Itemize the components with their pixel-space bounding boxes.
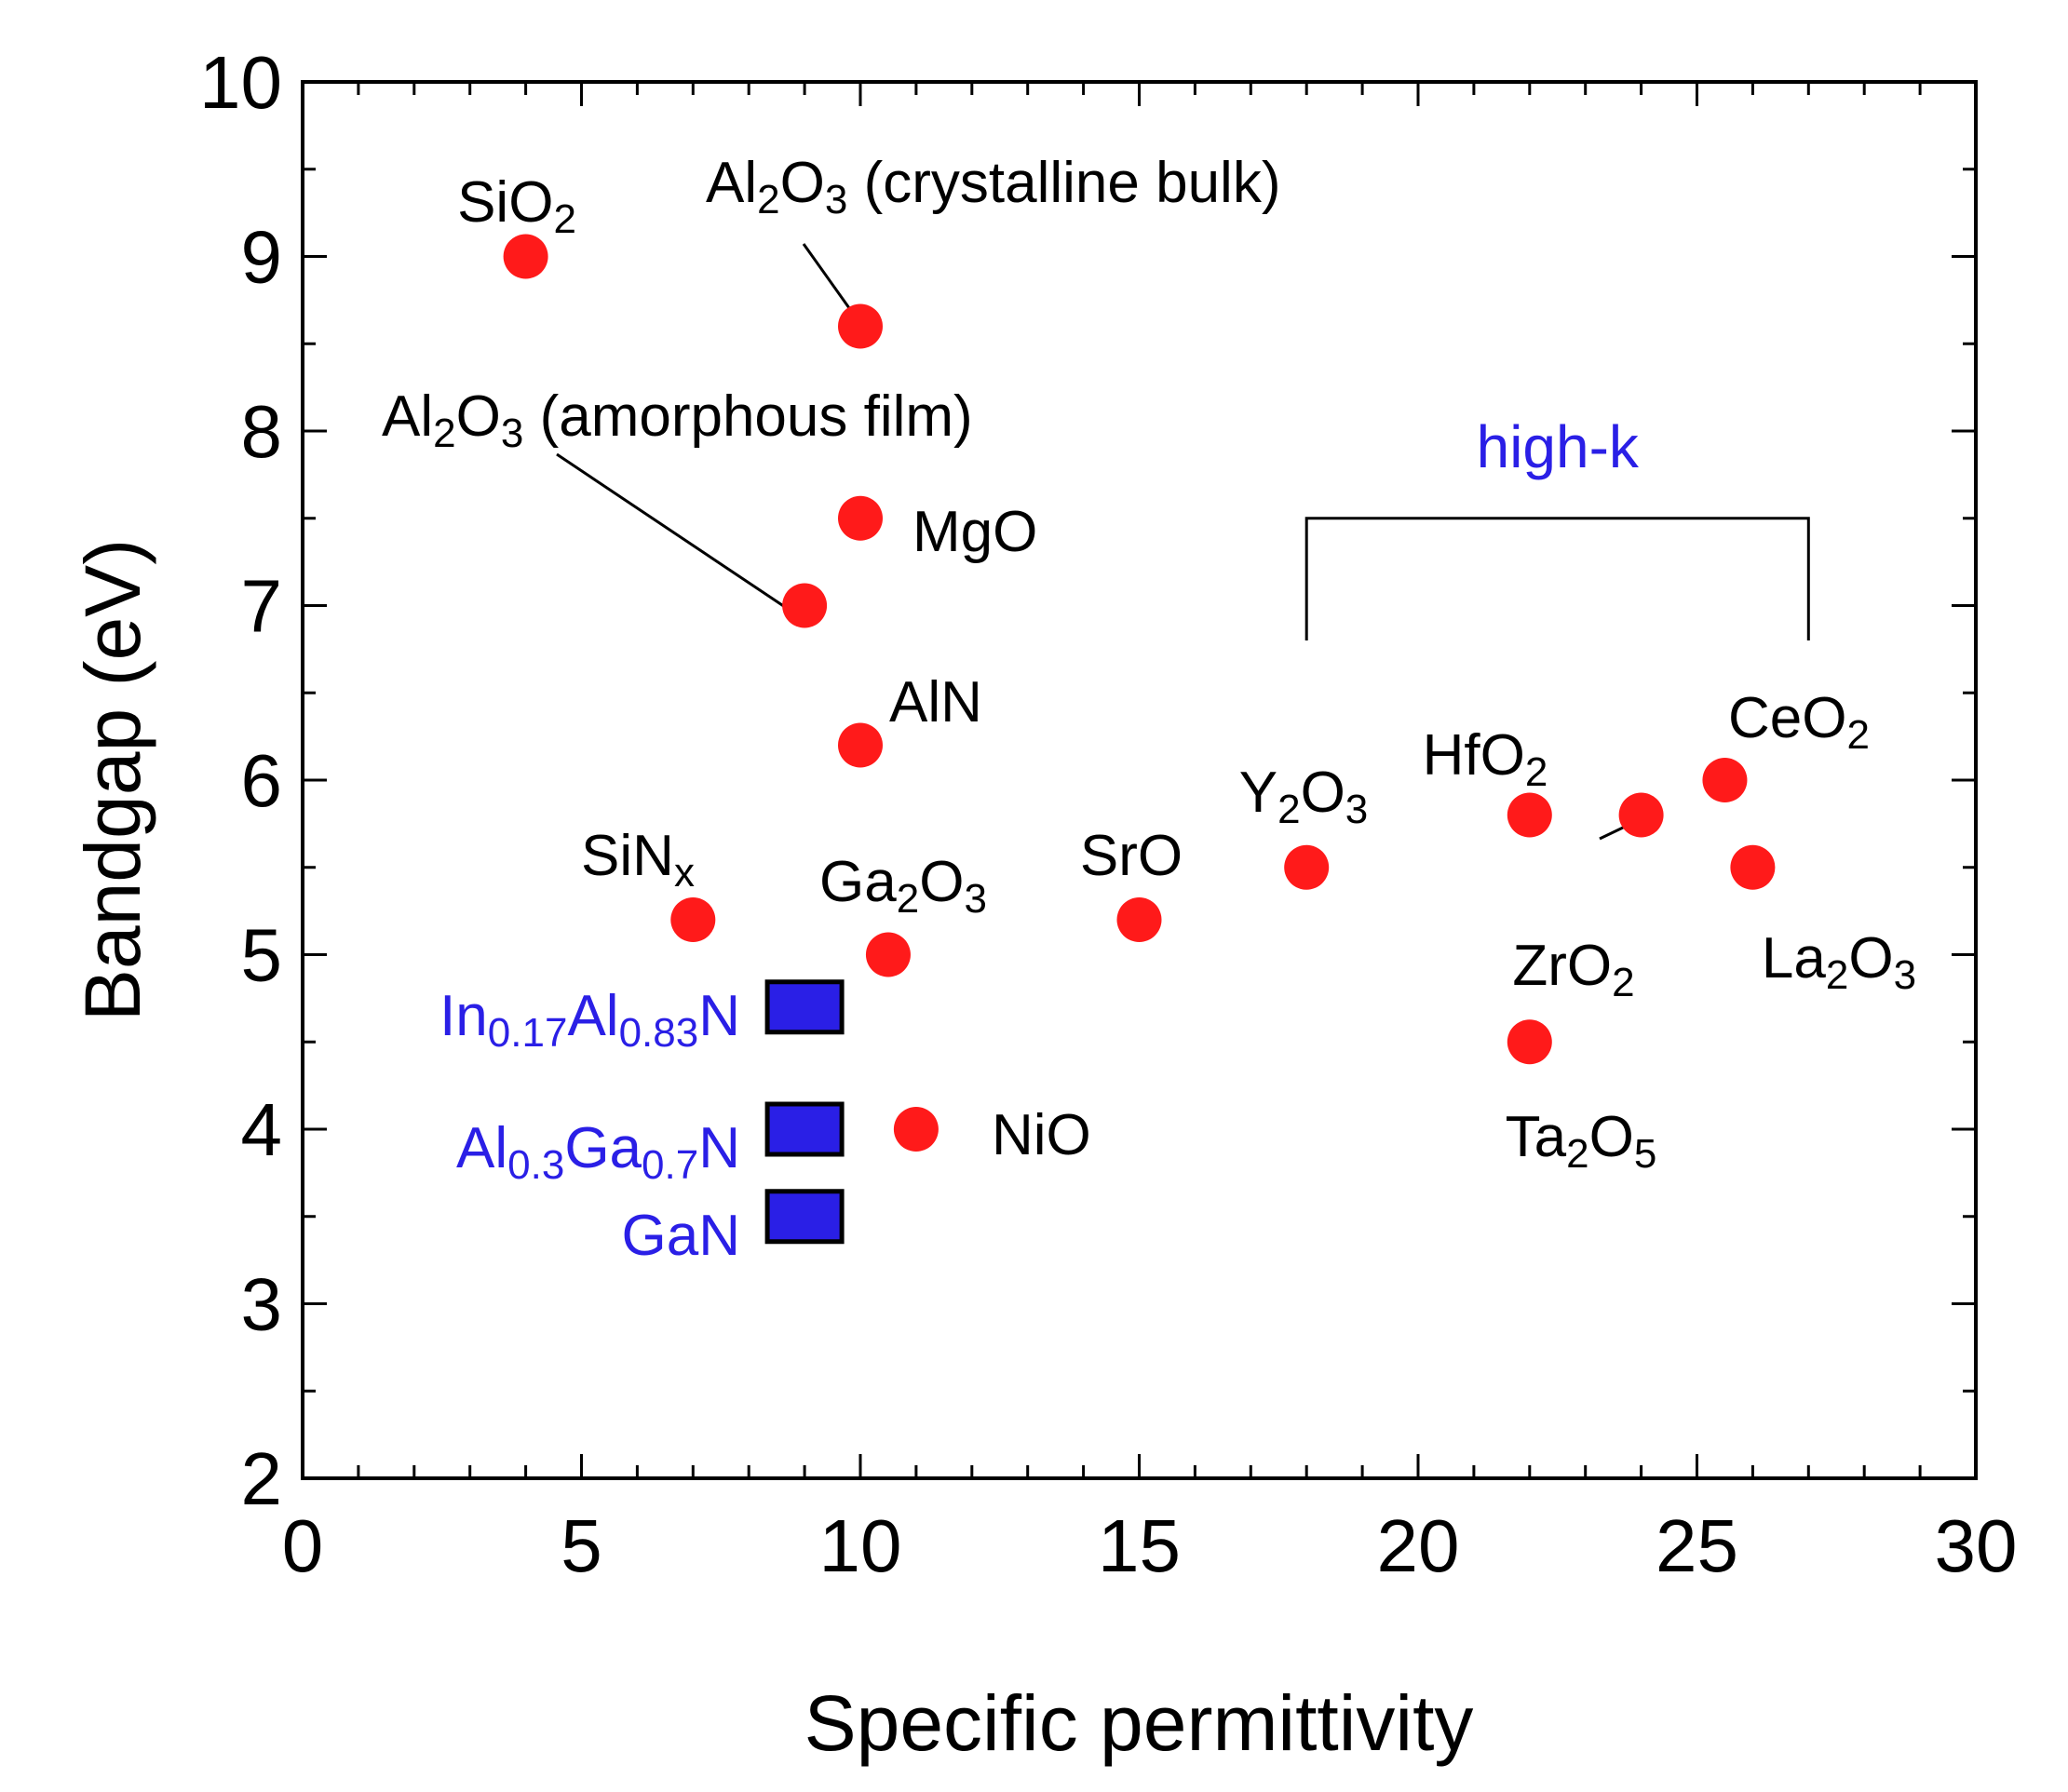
point-label: Al0.3Ga0.7N <box>456 1116 740 1188</box>
y-tick-label: 4 <box>241 1088 283 1171</box>
point-label: GaN <box>622 1204 740 1268</box>
data-point <box>1116 897 1162 942</box>
y-tick-label: 2 <box>241 1437 283 1520</box>
y-tick-label: 5 <box>241 914 283 997</box>
point-label: Ta2O5 <box>1506 1105 1657 1177</box>
point-label: SrO <box>1080 824 1183 888</box>
data-point <box>1702 758 1748 802</box>
x-tick-label: 0 <box>282 1504 324 1587</box>
y-tick-label: 6 <box>241 739 283 822</box>
point-label: La2O3 <box>1762 926 1916 998</box>
point-label: CeO2 <box>1728 686 1870 758</box>
point-label: Al2O3 (crystalline bulk) <box>706 151 1280 222</box>
axis-ticks <box>301 80 1978 1480</box>
high-k-label: high-k <box>1477 413 1640 480</box>
y-tick-label: 9 <box>241 216 283 299</box>
data-point <box>865 932 911 977</box>
x-tick-label: 25 <box>1656 1504 1738 1587</box>
data-point <box>503 234 548 279</box>
data-point <box>838 303 883 349</box>
point-label: HfO2 <box>1423 723 1548 795</box>
y-axis-title: Bandgap (eV) <box>69 539 156 1021</box>
tick-labels: 0 5 10 15 20 25 30 2 3 4 5 6 7 8 9 10 <box>199 41 2017 1587</box>
data-point <box>1730 844 1776 890</box>
y-tick-label: 3 <box>241 1263 283 1346</box>
data-square <box>764 979 845 1035</box>
point-label: Ga2O3 <box>819 850 987 922</box>
y-tick-label: 8 <box>241 390 283 473</box>
leader-line <box>556 452 789 611</box>
point-label: Al2O3 (amorphous film) <box>382 384 973 456</box>
point-label: ZrO2 <box>1512 934 1634 1005</box>
y-tick-label: 10 <box>199 41 282 124</box>
data-point <box>1618 792 1664 838</box>
x-tick-label: 30 <box>1935 1504 2018 1587</box>
data-point <box>838 495 883 541</box>
x-tick-label: 10 <box>819 1504 902 1587</box>
data-markers <box>503 234 1776 1245</box>
point-label: In0.17Al0.83N <box>439 984 740 1056</box>
data-point <box>1284 844 1330 890</box>
data-point <box>838 722 883 768</box>
point-label: MgO <box>912 500 1037 564</box>
data-point <box>1507 792 1552 838</box>
data-point <box>1507 1019 1552 1065</box>
y-tick-label: 7 <box>241 565 283 648</box>
high-k-bracket: high-k <box>1304 413 1810 640</box>
data-point <box>670 897 716 942</box>
x-axis-title: Specific permittivity <box>804 1679 1474 1767</box>
point-labels: SiO2 Al2O3 (crystalline bulk) Al2O3 (amorp… <box>382 151 1916 1268</box>
point-label: AlN <box>889 670 982 734</box>
x-tick-label: 15 <box>1098 1504 1181 1587</box>
bracket-line <box>1304 517 1810 640</box>
data-point <box>782 583 828 628</box>
point-label: Y2O3 <box>1239 761 1369 832</box>
point-label: NiO <box>992 1103 1091 1167</box>
data-square <box>764 1101 845 1157</box>
data-square <box>764 1189 845 1245</box>
x-tick-label: 20 <box>1377 1504 1460 1587</box>
x-tick-label: 5 <box>561 1504 602 1587</box>
point-label: SiNx <box>581 824 695 896</box>
data-point <box>893 1107 939 1152</box>
point-label: SiO2 <box>457 170 576 242</box>
